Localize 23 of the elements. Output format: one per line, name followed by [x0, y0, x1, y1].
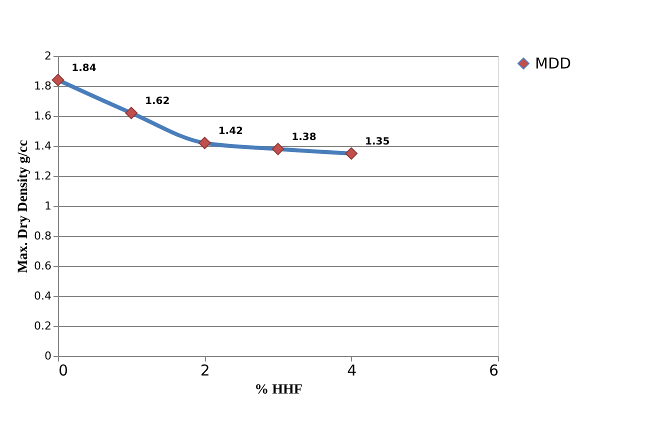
x-tick-label: 2 [200, 362, 210, 380]
data-label: 1.42 [218, 126, 244, 137]
y-axis-title: Max. Dry Density g/cc [16, 140, 32, 273]
y-tick-label: 1.2 [34, 170, 52, 182]
data-label: 1.84 [72, 63, 96, 74]
y-tick-label: 0 [44, 350, 52, 362]
y-tick-label: 1.4 [34, 140, 52, 152]
x-tick-label: 6 [488, 362, 498, 380]
y-tick-label: 0.2 [34, 320, 52, 332]
y-tick-label: 1.8 [34, 80, 52, 92]
data-label: 1.62 [144, 96, 170, 107]
y-tick-label: 0.8 [34, 230, 52, 242]
x-tick-label: 0 [58, 362, 68, 380]
data-label: 1.38 [292, 132, 316, 143]
y-tick-label: 1.6 [34, 110, 52, 122]
y-tick-label: 1 [44, 200, 52, 212]
y-tick-label: 2 [44, 50, 52, 62]
y-tick-label: 0.4 [34, 290, 52, 302]
legend-label: MDD [535, 54, 572, 72]
x-tick-label: 4 [347, 362, 357, 380]
data-label: 1.35 [364, 136, 390, 148]
x-axis-title: % HHF [254, 382, 302, 398]
y-tick-label: 0.6 [34, 260, 52, 272]
